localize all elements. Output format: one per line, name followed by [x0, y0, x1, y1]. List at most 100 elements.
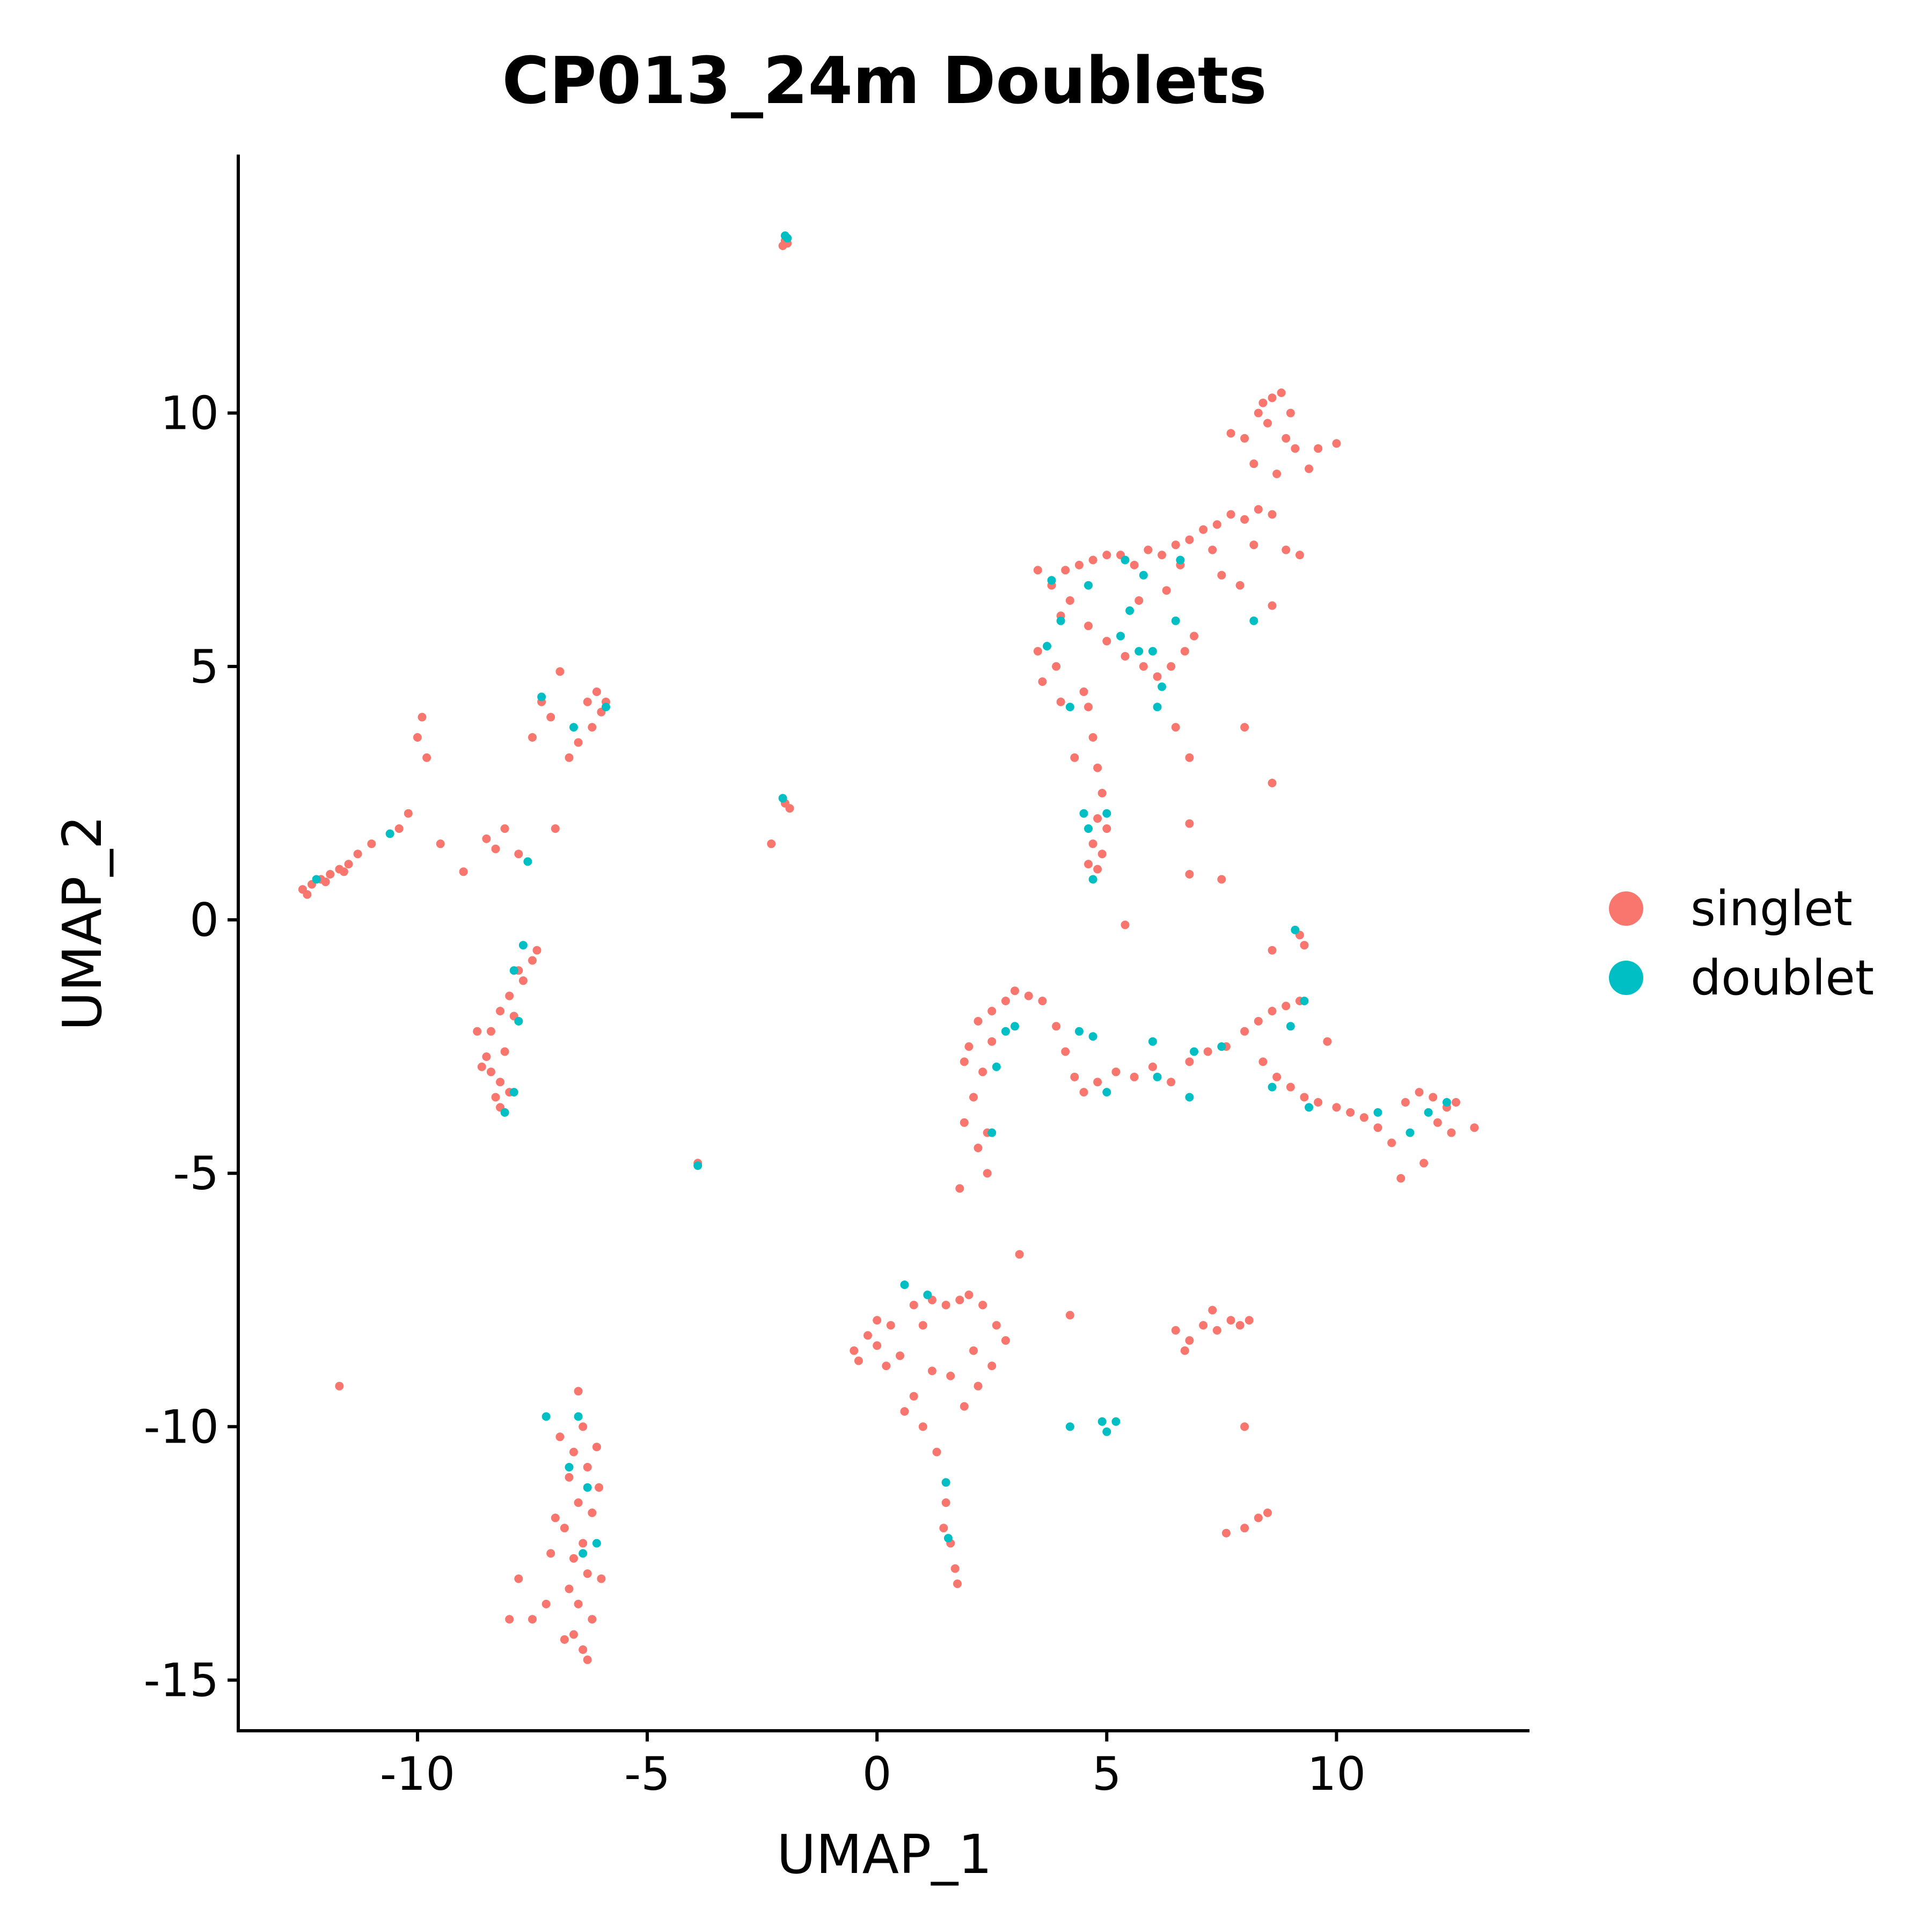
singlet-point	[1199, 525, 1208, 534]
singlet-point	[1212, 1326, 1221, 1335]
singlet-point	[1070, 753, 1079, 762]
y-axis-title: UMAP_2	[51, 815, 114, 1031]
doublet-point	[1074, 1027, 1084, 1036]
singlet-point	[1415, 1088, 1424, 1097]
singlet-point	[854, 1356, 863, 1365]
doublet-point	[1300, 997, 1309, 1006]
doublet-point	[1249, 616, 1258, 625]
singlet-point	[950, 1564, 960, 1573]
doublet-point	[900, 1280, 909, 1289]
singlet-point	[1093, 1078, 1102, 1087]
singlet-point	[850, 1346, 859, 1355]
singlet-point	[505, 1615, 514, 1624]
singlet-point	[909, 1392, 918, 1401]
singlet-point	[1033, 647, 1042, 656]
singlet-point	[1240, 434, 1249, 443]
singlet-point	[491, 1093, 500, 1102]
singlet-point	[1470, 1123, 1479, 1132]
singlet-point	[909, 1300, 918, 1309]
doublet-point	[1065, 1422, 1074, 1431]
singlet-point	[541, 1599, 551, 1608]
singlet-point	[1359, 1113, 1368, 1122]
singlet-point	[1286, 1082, 1295, 1092]
singlet-point	[987, 1007, 997, 1015]
singlet-point	[514, 850, 523, 859]
singlet-point	[960, 1057, 969, 1066]
legend-label-doublet: doublet	[1690, 950, 1874, 1006]
singlet-point	[1084, 702, 1093, 712]
singlet-point	[1272, 470, 1282, 478]
doublet-point	[1153, 1072, 1162, 1081]
singlet-point	[1111, 1067, 1121, 1077]
series-doublet	[312, 231, 1451, 1558]
doublet-point	[1190, 1047, 1198, 1056]
singlet-point	[1221, 1528, 1231, 1538]
series-singlet	[298, 236, 1479, 1664]
singlet-point	[1268, 393, 1277, 402]
singlet-point	[1240, 515, 1249, 524]
doublet-point	[1291, 925, 1300, 934]
doublet-point	[1148, 1037, 1157, 1046]
doublet-point	[1043, 642, 1051, 650]
singlet-point	[1061, 566, 1070, 575]
singlet-point	[932, 1447, 941, 1457]
singlet-point	[574, 738, 583, 747]
singlet-point	[1314, 1098, 1323, 1107]
singlet-point	[1282, 545, 1291, 554]
singlet-point	[565, 1473, 574, 1482]
singlet-point	[579, 1539, 588, 1548]
singlet-point	[1185, 535, 1194, 544]
singlet-point	[1268, 510, 1277, 519]
singlet-point	[1254, 1016, 1263, 1026]
singlet-point	[960, 1118, 969, 1127]
singlet-point	[1258, 1057, 1268, 1066]
singlet-point	[1079, 687, 1088, 696]
doublet-point	[1111, 1417, 1121, 1426]
y-axis-ticks: -15 -10 -5 0 5 10	[144, 387, 238, 1708]
singlet-point	[353, 850, 362, 859]
singlet-point	[595, 1483, 604, 1492]
singlet-point	[918, 1422, 927, 1431]
singlet-point	[1056, 697, 1065, 706]
singlet-point	[588, 723, 597, 732]
x-axis-ticks: -10 -5 0 5 10	[380, 1731, 1366, 1801]
singlet-point	[1254, 1513, 1263, 1523]
singlet-point	[941, 1300, 950, 1309]
singlet-point	[896, 1351, 904, 1360]
singlet-point	[574, 1599, 583, 1608]
singlet-point	[1217, 875, 1226, 884]
doublet-point	[987, 1128, 997, 1137]
y-tick-label: -10	[144, 1400, 219, 1454]
singlet-point	[1263, 1508, 1272, 1517]
doublet-point	[1373, 1108, 1382, 1117]
singlet-point	[1167, 1078, 1176, 1087]
y-tick-label: -15	[144, 1654, 219, 1708]
singlet-point	[583, 697, 592, 706]
singlet-point	[1401, 1098, 1410, 1107]
singlet-point	[565, 753, 574, 762]
singlet-point	[394, 824, 404, 833]
doublet-point	[1268, 1082, 1277, 1092]
doublet-point	[1135, 647, 1144, 656]
doublet-point	[509, 1088, 518, 1097]
singlet-point	[1433, 1118, 1442, 1127]
x-tick-label: 5	[1092, 1747, 1122, 1801]
singlet-point	[1295, 551, 1304, 560]
singlet-point	[1158, 551, 1166, 560]
points-layer	[298, 231, 1479, 1664]
singlet-point	[592, 687, 601, 696]
singlet-point	[500, 824, 509, 833]
singlet-point	[1097, 788, 1107, 797]
doublet-point	[583, 1483, 592, 1492]
singlet-point	[1268, 1007, 1277, 1015]
doublet-point	[523, 857, 532, 866]
singlet-point	[551, 824, 560, 833]
singlet-point	[953, 1579, 962, 1589]
singlet-point	[477, 1062, 486, 1071]
singlet-point	[992, 1321, 1001, 1330]
doublet-point	[602, 702, 610, 712]
doublet-point	[579, 1549, 588, 1558]
legend-key-singlet	[1609, 891, 1643, 926]
singlet-point	[551, 1513, 560, 1523]
singlet-point	[1235, 1321, 1245, 1330]
